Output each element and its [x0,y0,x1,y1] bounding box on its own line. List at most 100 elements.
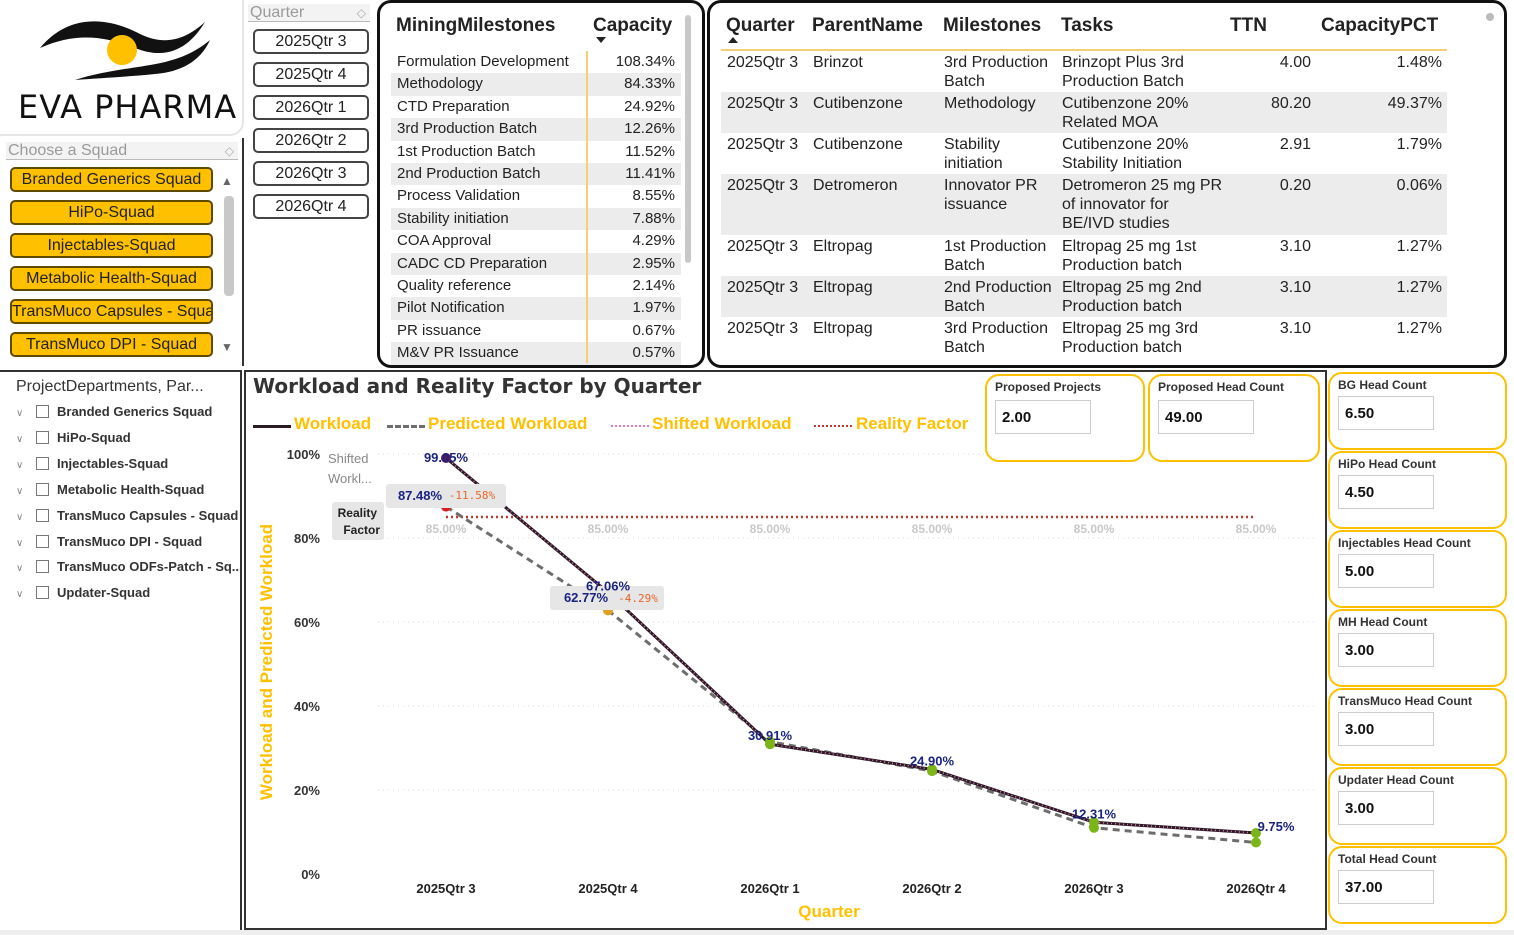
scrollbar-thumb[interactable] [685,15,691,263]
checkbox[interactable] [36,586,49,600]
legend-predicted-workload[interactable]: Predicted Workload [428,414,588,433]
table-row[interactable]: 2025Qtr 3 Detromeron Innovator PR issuance D… [721,174,1447,235]
quarter-option[interactable]: 2026Qtr 2 [253,128,369,153]
tree-item[interactable]: ∨ Updater-Squad [16,585,150,600]
quarter-option[interactable]: 2026Qtr 4 [253,194,369,219]
checkbox[interactable] [36,508,49,522]
milestone-capacity: 11.52% [625,142,675,160]
squad-option[interactable]: Branded Generics Squad [10,167,213,192]
table-row[interactable]: CADC CD Preparation 2.95% [391,252,681,275]
cell-task: Production batch [1062,257,1183,274]
column-header-capacity[interactable]: Capacity [593,15,673,36]
milestone-name: Quality reference [397,277,512,294]
column-header-milestones[interactable]: MiningMilestones [396,15,556,36]
table-row[interactable]: Methodology 84.33% [391,73,681,96]
chevron-down-icon[interactable]: ∨ [16,433,24,445]
tree-item[interactable]: ∨ Branded Generics Squad [16,404,212,419]
table-row[interactable]: 2025Qtr 3 Eltropag 3rd Production Batch Eltr… [721,317,1447,358]
table-row[interactable]: 2025Qtr 3 Cutibenzone Methodology Cutibenzo… [721,92,1447,133]
eraser-icon[interactable]: ◇ [356,6,366,20]
table-row[interactable]: 3rd Production Batch 12.26% [391,118,681,141]
predicted-label-box [550,586,664,610]
scroll-down-icon[interactable]: ▼ [221,340,233,354]
table-row[interactable]: M&V PR Issuance 0.57% [391,342,681,365]
tree-item-label: TransMuco DPI - Squad [57,533,203,549]
cell-task: Eltropag 25 mg 2nd [1062,279,1202,296]
milestone-name: Formulation Development [397,53,569,70]
chevron-down-icon[interactable]: ∨ [16,459,24,471]
column-header-parentname[interactable]: ParentName [812,15,923,36]
column-header-milestones[interactable]: Milestones [943,15,1042,36]
column-divider [586,51,588,363]
tree-item[interactable]: ∨ TransMuco Capsules - Squad [16,508,238,523]
checkbox[interactable] [36,430,49,444]
milestone-name: PR issuance [397,321,482,339]
quarter-option[interactable]: 2026Qtr 1 [253,95,369,120]
table-row[interactable]: 2025Qtr 3 Brinzot 3rd Production Batch Brinz… [721,51,1447,92]
table-row[interactable]: 2nd Production Batch 11.41% [391,163,681,186]
tree-item[interactable]: ∨ TransMuco DPI - Squad [16,534,202,549]
cell-quarter: 2025Qtr 3 [727,238,799,255]
chevron-down-icon[interactable]: ∨ [16,511,24,523]
quarter-option[interactable]: 2025Qtr 4 [253,62,369,87]
chevron-down-icon[interactable]: ∨ [16,589,24,601]
tree-item[interactable]: ∨ Metabolic Health-Squad [16,482,204,497]
quarter-option[interactable]: 2025Qtr 3 [253,29,369,54]
reality-data-label: 85.00% [1074,522,1115,536]
kpi-label: Total Head Count [1338,852,1437,866]
table-row[interactable]: Quality reference 2.14% [391,275,681,297]
table-row[interactable]: 2025Qtr 3 Cutibenzone Stability initiation C… [721,133,1447,174]
quarter-option[interactable]: 2026Qtr 3 [253,161,369,186]
series-line-workload [445,456,1257,835]
checkbox[interactable] [36,456,49,470]
table-row[interactable]: 2025Qtr 3 Eltropag 1st Production Batch Eltr… [721,235,1447,276]
table-row[interactable]: Pilot Notification 1.97% [391,297,681,320]
squad-option[interactable]: Metabolic Health-Squad [10,266,213,291]
eraser-icon[interactable]: ◇ [224,144,234,158]
tree-item[interactable]: ∨ Injectables-Squad [16,456,168,471]
checkbox[interactable] [36,405,49,418]
chevron-down-icon[interactable]: ∨ [16,485,24,497]
sort-descending-icon[interactable] [596,37,606,43]
chevron-down-icon[interactable]: ∨ [16,537,24,549]
table-row[interactable]: Process Validation 8.55% [391,185,681,207]
scroll-up-icon[interactable]: ▲ [221,174,233,188]
squad-option[interactable]: Injectables-Squad [10,233,213,258]
chevron-down-icon[interactable]: ∨ [16,563,24,575]
tree-item[interactable]: ∨ HiPo-Squad [16,430,131,445]
checkbox[interactable] [36,534,49,548]
table-row[interactable]: 1st Production Batch 11.52% [391,141,681,163]
column-header-quarter[interactable]: Quarter [726,15,795,36]
scrollbar-thumb[interactable] [224,196,234,296]
table-row[interactable]: PR issuance 0.67% [391,320,681,342]
cell-task: Cutibenzone 20% [1062,95,1189,112]
cell-task: Brinzopt Plus 3rd [1062,54,1184,71]
column-header-tasks[interactable]: Tasks [1061,15,1114,36]
tree-item[interactable]: ∨ TransMuco ODFs-Patch - Sq... [16,559,243,574]
squad-option[interactable]: TransMuco Capsules - Squad [10,299,213,324]
cell-quarter: 2025Qtr 3 [727,279,799,296]
legend-workload[interactable]: Workload [294,414,372,433]
table-row[interactable]: CTD Preparation 24.92% [391,96,681,118]
squad-option[interactable]: HiPo-Squad [10,200,213,225]
workload-data-label: 67.06% [586,578,631,593]
chevron-down-icon[interactable]: ∨ [16,408,24,419]
kpi-label: BG Head Count [1338,378,1427,392]
table-row[interactable]: 2025Qtr 3 Eltropag 2nd Production Batch Eltr… [721,276,1447,317]
legend-reality-factor[interactable]: Reality Factor [856,414,969,433]
checkbox[interactable] [36,560,49,574]
table-row[interactable]: COA Approval 4.29% [391,230,681,252]
checkbox[interactable] [36,482,49,496]
column-header-capacitypct[interactable]: CapacityPCT [1321,15,1439,36]
cell-ttn: 3.10 [1279,279,1311,296]
sort-ascending-icon[interactable] [728,37,738,43]
squad-option[interactable]: TransMuco DPI - Squad [10,332,213,357]
kpi-value: 6.50 [1338,396,1434,430]
table-row[interactable]: Formulation Development 108.34% [391,51,681,73]
column-header-ttn[interactable]: TTN [1230,15,1267,36]
legend-shifted-workload[interactable]: Shifted Workload [652,414,792,433]
cell-quarter: 2025Qtr 3 [727,136,799,153]
scroll-indicator-icon[interactable] [1486,13,1494,21]
table-row[interactable]: Stability initiation 7.88% [391,207,681,231]
y-axis-title: Workload and Predicted Workload [257,524,276,800]
